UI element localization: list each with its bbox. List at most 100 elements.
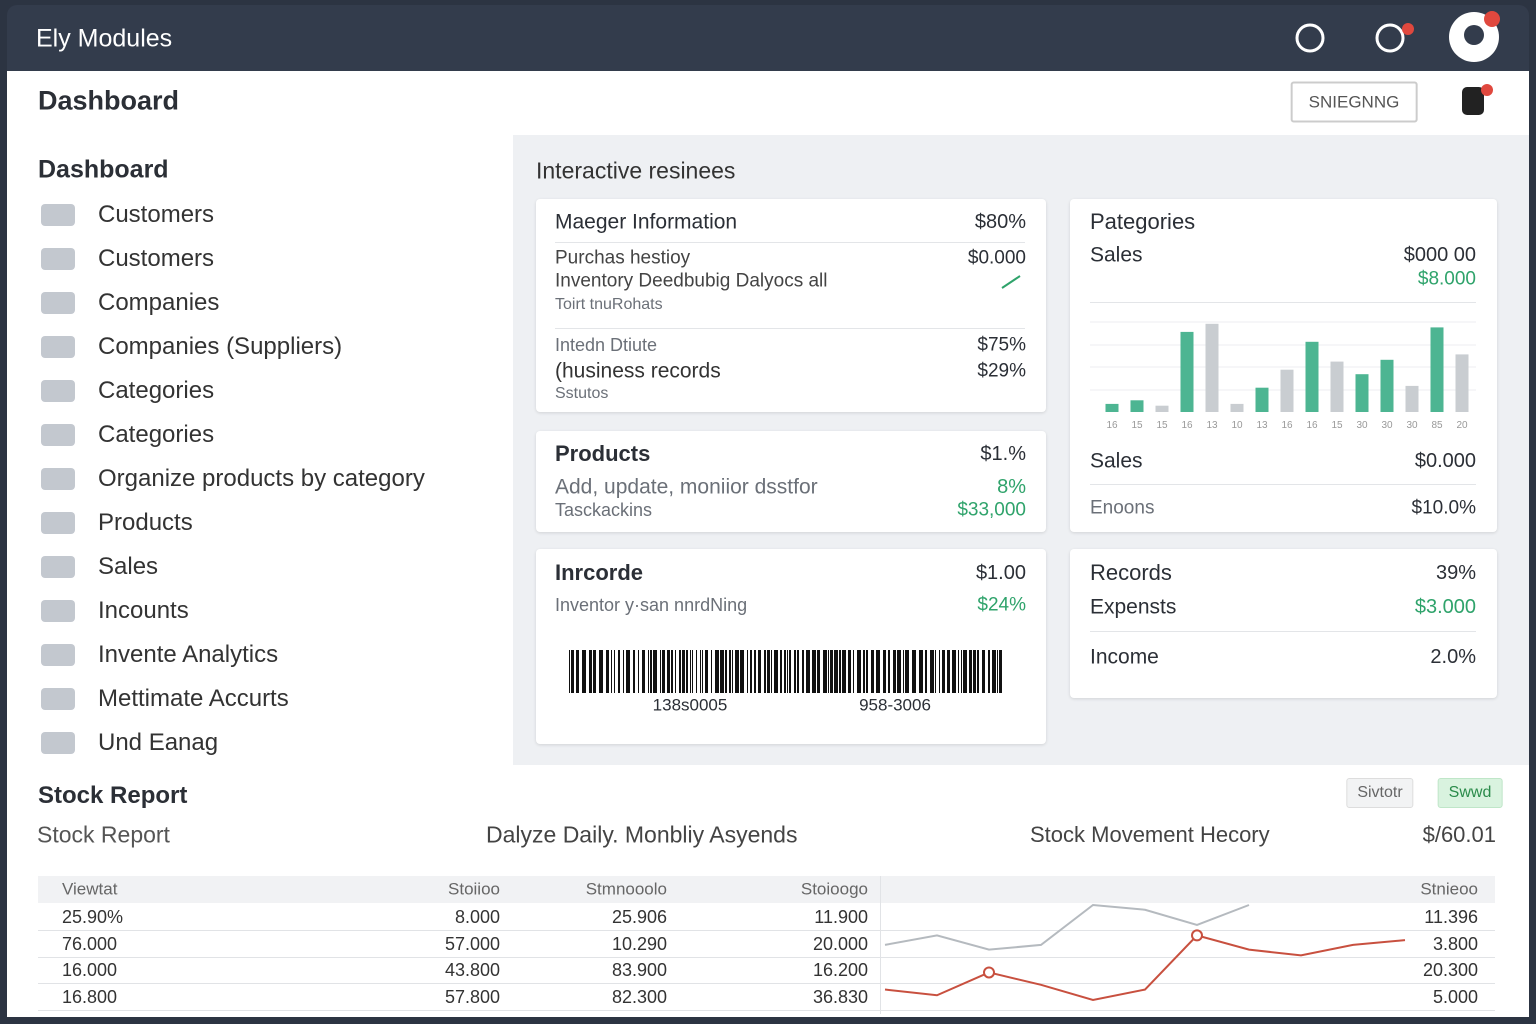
label: Pategories [1090, 209, 1196, 234]
cell: 5.000 [1432, 986, 1478, 1007]
label: $1.% [980, 443, 1026, 465]
icon [41, 380, 75, 402]
label: 958-3006 [859, 695, 931, 715]
divider [1090, 302, 1476, 303]
cell: 43.800 [444, 960, 500, 980]
label: $1.00 [975, 562, 1026, 584]
icon [41, 204, 75, 226]
row-divider [38, 930, 1495, 931]
divider [555, 328, 1025, 329]
label: Sales [1090, 449, 1143, 473]
icon [41, 292, 75, 314]
column-header: Stoioogo [800, 879, 868, 899]
card [1070, 199, 1497, 532]
label: Inrcorde [555, 560, 644, 585]
icon [41, 468, 75, 490]
button[interactable]: Swwd [1437, 778, 1503, 808]
label: Expensts [1090, 595, 1177, 619]
label: Enoons [1090, 497, 1155, 519]
cell: 57.000 [444, 933, 500, 954]
cell: 11.396 [1424, 907, 1478, 927]
nav-item[interactable]: Invente Analytics [98, 641, 279, 668]
nav-item[interactable]: Categories [98, 377, 215, 404]
label: $/60.01 [1422, 822, 1496, 847]
label: $75% [977, 334, 1026, 356]
label: Products [555, 441, 651, 466]
label: Records [1090, 560, 1172, 585]
button[interactable]: SNIEGNNG [1290, 81, 1418, 123]
column-header: Stoiioo [448, 879, 500, 899]
top-bar [7, 5, 1529, 71]
label: Stock Report [37, 821, 170, 848]
divider [555, 242, 1025, 243]
icon [41, 556, 75, 578]
section-title: Interactive resinees [536, 157, 736, 184]
nav-item[interactable]: Products [98, 509, 193, 536]
cell: 57.800 [444, 986, 500, 1007]
card [536, 199, 1046, 412]
label: Add, update, moniior dsstfor [555, 475, 818, 499]
cell: 16.200 [812, 960, 868, 980]
card [536, 431, 1046, 532]
label: $0.000 [967, 247, 1026, 269]
card [1070, 549, 1497, 698]
label: $3.000 [1414, 596, 1476, 618]
cell: 25.90% [62, 907, 124, 927]
label: $000 00 [1403, 244, 1476, 266]
label: Inventory Deedbubig Dalyocs all [555, 270, 828, 292]
row-divider [38, 1009, 1495, 1011]
divider [880, 876, 881, 1014]
nav-item[interactable]: Companies (Suppliers) [98, 333, 343, 360]
app-title: Ely Modules [36, 24, 173, 53]
label: $29% [977, 360, 1026, 382]
label: Inventor y·san nnrdNing [555, 595, 748, 615]
label: $24% [977, 594, 1026, 616]
label: Sstutos [555, 385, 609, 402]
cell: 3.800 [1432, 933, 1478, 954]
icon [41, 424, 75, 446]
label: Purchas hestioy [555, 247, 691, 269]
label: 39% [1435, 562, 1476, 584]
icon [41, 512, 75, 534]
row-divider [38, 983, 1495, 984]
icon [41, 248, 75, 270]
cell: 82.300 [611, 986, 667, 1007]
cell: 10.290 [611, 933, 667, 954]
card [536, 549, 1046, 744]
icon [41, 644, 75, 666]
icon [41, 336, 75, 358]
nav-item[interactable]: Und Eanag [98, 729, 219, 756]
row-divider [38, 956, 1495, 958]
cell: 20.000 [812, 933, 868, 954]
cell: 16.000 [62, 960, 118, 980]
label: $10.0% [1411, 497, 1476, 519]
nav-item[interactable]: Categories [98, 421, 215, 448]
divider [1090, 631, 1476, 632]
label: Toirt tnuRohats [555, 296, 663, 313]
nav-item[interactable]: Mettimate Accurts [98, 685, 289, 712]
label: Dalyze Daily. Monbliy Asyends [486, 821, 798, 848]
nav-item[interactable]: Customers [98, 201, 215, 228]
nav-item[interactable]: Organize products by category [98, 465, 425, 492]
nav-item[interactable]: Customers [98, 245, 215, 272]
column-header: Stnieoo [1420, 879, 1478, 899]
cell: 11.900 [814, 907, 868, 927]
nav-item[interactable]: Companies [98, 289, 220, 316]
icon [41, 600, 75, 622]
label: $80% [974, 211, 1026, 233]
label: Maeger Information [555, 210, 738, 234]
cell: 76.000 [62, 933, 118, 954]
button[interactable]: Sivtotr [1346, 778, 1414, 808]
cell: 83.900 [611, 960, 667, 980]
icon [41, 688, 75, 710]
header [7, 71, 1529, 135]
column-header: Viewtat [62, 879, 118, 899]
sidebar [7, 135, 513, 765]
cell: 8.000 [454, 907, 500, 927]
nav-item[interactable]: Incounts [98, 597, 189, 624]
nav-item[interactable]: Sales [98, 553, 159, 580]
table-header [38, 876, 1495, 903]
cell: 25.906 [611, 907, 667, 927]
label: Sales [1090, 243, 1143, 267]
